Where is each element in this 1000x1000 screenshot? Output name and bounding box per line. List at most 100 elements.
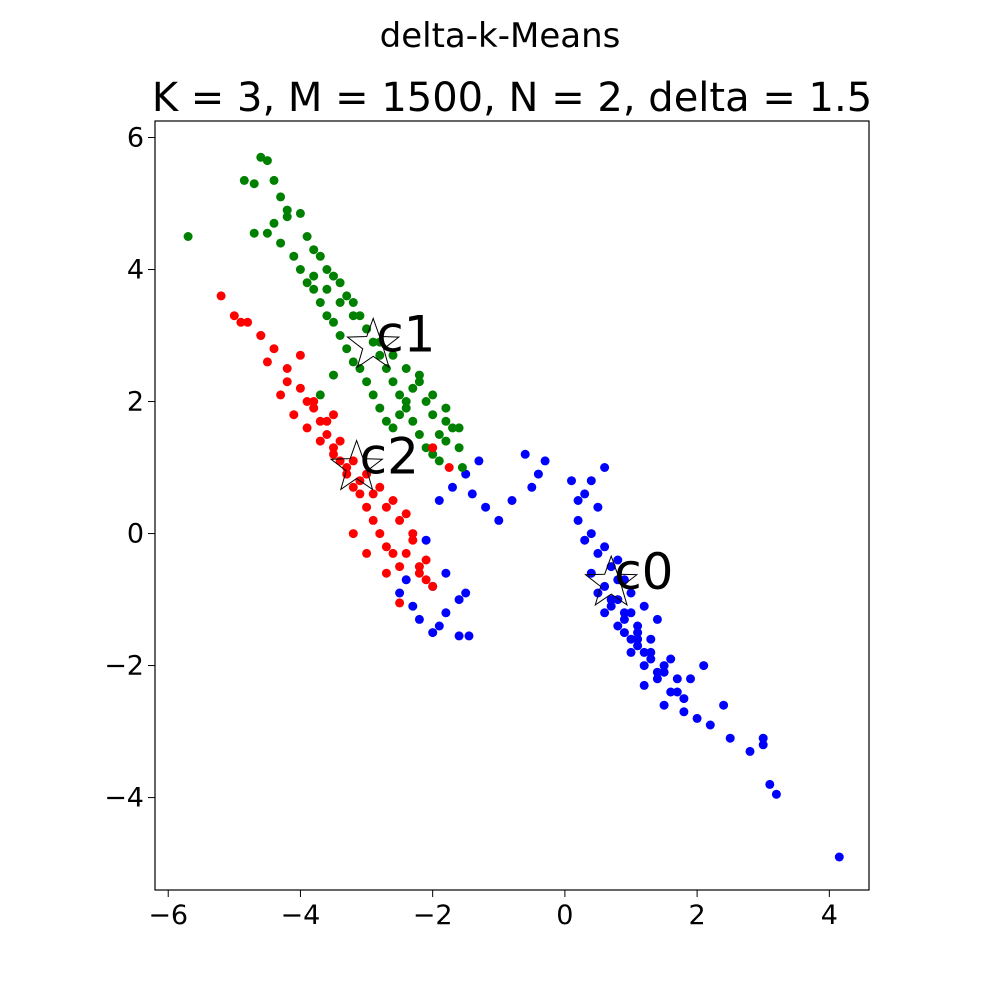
data-point [295,265,305,274]
data-point [593,588,603,598]
data-point [388,548,398,558]
data-point [362,548,372,558]
data-point [395,562,405,572]
data-point [414,568,424,578]
data-point [401,575,411,585]
data-point [249,179,259,189]
data-point [520,449,530,459]
data-point [295,350,305,360]
data-point [269,344,279,354]
data-point [348,311,358,321]
data-point [408,383,418,393]
data-point [309,284,319,294]
y-axis: −4 −2 0 2 4 6 [104,123,155,814]
data-point [619,628,629,638]
data-point [355,489,365,499]
data-point [600,581,610,591]
data-point [329,410,338,420]
data-point [448,423,457,433]
data-point [659,667,669,677]
data-point [719,700,729,710]
data-point [441,403,451,413]
data-point [262,156,272,166]
data-point [454,595,464,605]
data-point [368,489,378,499]
data-point [322,430,332,439]
data-point [454,423,464,433]
x-tick-label: 0 [556,900,573,931]
data-point [375,482,385,492]
data-point [408,601,418,611]
data-point [633,641,643,651]
data-point [692,713,702,723]
data-point [355,311,365,321]
centroid-star-1 [346,316,401,369]
data-point [527,482,537,492]
data-point [454,631,464,641]
data-point [619,608,629,618]
data-point [567,476,576,486]
data-point [315,416,325,426]
data-point [639,680,649,690]
data-point [216,291,226,301]
data-point [282,212,292,222]
data-point [302,397,312,406]
data-point [428,410,438,420]
data-point [262,357,272,367]
x-tick-label: −2 [413,900,453,931]
y-tick-label: 4 [127,255,144,286]
data-point [494,515,504,525]
chart-suptitle: delta-k-Means [380,16,621,56]
data-point [368,390,378,400]
series-0 [395,449,844,862]
data-point [269,218,279,228]
data-point [666,654,676,664]
data-point [315,251,325,261]
data-point [295,383,305,393]
data-point [652,674,662,684]
data-point [745,746,755,756]
data-point [540,456,550,466]
data-point [639,661,649,671]
data-point [368,337,378,347]
data-point [639,647,649,657]
data-point [441,568,451,578]
data-point [672,674,682,684]
data-point [606,595,616,605]
data-point [329,317,338,327]
x-tick-label: −6 [148,900,188,931]
data-point [183,232,193,241]
data-point [302,278,312,288]
data-point [421,397,431,406]
data-point [329,449,338,459]
data-point [679,707,689,717]
data-point [507,496,517,505]
x-tick-label: 4 [821,900,838,931]
data-point [388,496,398,505]
data-point [633,634,643,644]
data-point [401,364,411,373]
data-point [533,469,543,479]
data-point [421,555,431,565]
data-point [335,331,345,340]
data-point [276,390,286,400]
data-point [613,621,623,631]
data-point [771,789,781,799]
data-point [322,284,332,294]
data-point [414,377,424,387]
data-point [315,298,325,307]
data-point [229,311,239,321]
data-point [335,436,345,446]
data-point [395,390,405,400]
data-point [395,515,405,525]
data-point [381,416,391,426]
data-point [335,298,345,307]
x-tick-label: 2 [689,900,706,931]
data-point [428,390,438,400]
data-point [626,588,636,598]
data-point [289,251,299,261]
data-point [269,175,279,185]
data-point [414,370,424,380]
data-point [381,568,391,578]
data-point [441,416,451,426]
